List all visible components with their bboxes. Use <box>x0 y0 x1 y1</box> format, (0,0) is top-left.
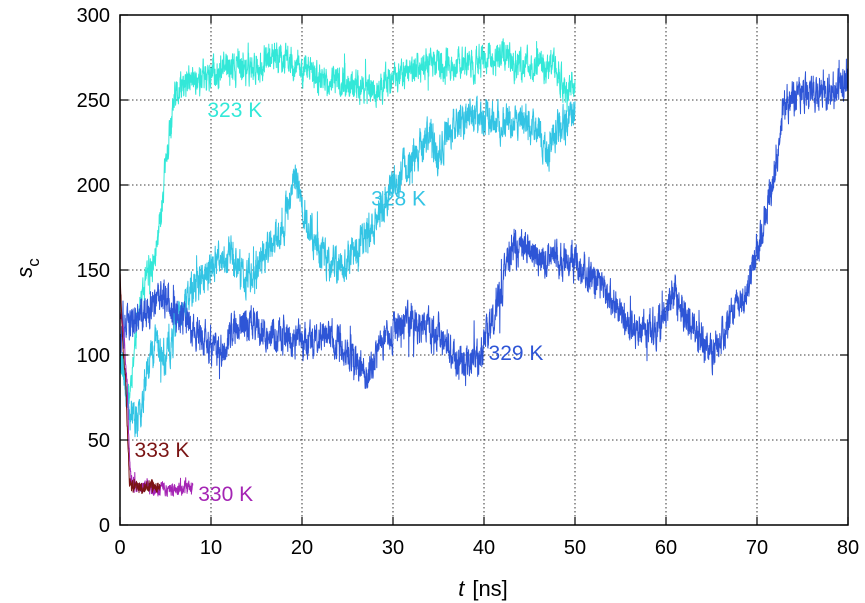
x-tick-label: 60 <box>655 537 677 559</box>
y-tick-label: 300 <box>77 5 110 27</box>
series-label: 323 K <box>207 99 262 122</box>
x-tick-label: 40 <box>473 537 495 559</box>
x-tick-label: 10 <box>200 537 222 559</box>
series-label: 333 K <box>135 439 190 462</box>
axis-ticks: 0 10 20 30 40 50 60 70 80 0 50 100 150 200 250 300 <box>77 5 860 559</box>
x-tick-label: 20 <box>291 537 313 559</box>
series-line <box>119 272 161 494</box>
series-label: 328 K <box>371 187 426 210</box>
x-tick-label: 70 <box>746 537 768 559</box>
series-line <box>119 95 576 438</box>
series-label: 330 K <box>198 483 253 506</box>
series-line <box>119 38 576 405</box>
series-labels: 323 K 328 K 329 K 333 K 330 K <box>135 99 544 506</box>
y-tick-label: 200 <box>77 175 110 197</box>
series-label: 329 K <box>489 342 544 365</box>
x-tick-label: 50 <box>564 537 586 559</box>
x-tick-label: 0 <box>114 537 125 559</box>
y-tick-label: 100 <box>77 345 110 367</box>
x-axis-label: t [ns] <box>458 576 508 601</box>
y-tick-label: 250 <box>77 90 110 112</box>
x-tick-label: 30 <box>382 537 404 559</box>
series-line <box>119 58 849 389</box>
gridlines <box>120 15 848 525</box>
y-tick-label: 150 <box>77 260 110 282</box>
x-tick-label: 80 <box>837 537 859 559</box>
y-axis-label: sc <box>12 258 43 278</box>
series-lines <box>119 38 849 497</box>
y-tick-label: 0 <box>99 515 110 537</box>
y-tick-label: 50 <box>88 430 110 452</box>
